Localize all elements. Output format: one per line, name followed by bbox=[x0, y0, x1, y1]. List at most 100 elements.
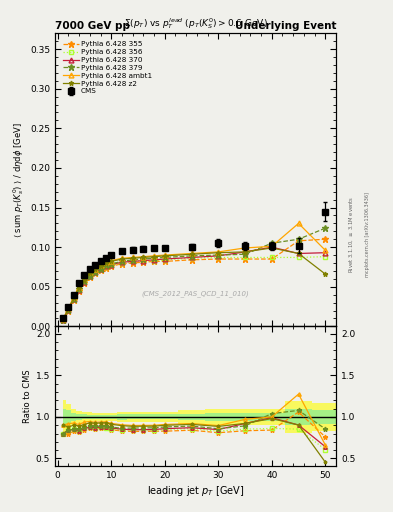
Pythia 6.428 379 bbox=[141, 256, 146, 262]
Pythia 6.428 379 bbox=[82, 278, 87, 284]
Pythia 6.428 ambt1 bbox=[323, 247, 328, 253]
Pythia 6.428 ambt1 bbox=[242, 245, 247, 251]
Pythia 6.428 356 bbox=[61, 317, 65, 323]
Pythia 6.428 355 bbox=[152, 259, 156, 265]
Pythia 6.428 379 bbox=[119, 259, 124, 265]
Pythia 6.428 356 bbox=[189, 255, 194, 261]
Pythia 6.428 355 bbox=[296, 238, 301, 244]
Pythia 6.428 379 bbox=[296, 236, 301, 242]
Pythia 6.428 356 bbox=[93, 269, 97, 275]
Line: Pythia 6.428 ambt1: Pythia 6.428 ambt1 bbox=[61, 221, 328, 322]
Text: Rivet 3.1.10, $\geq$ 3.1M events: Rivet 3.1.10, $\geq$ 3.1M events bbox=[348, 196, 356, 273]
Pythia 6.428 370 bbox=[296, 250, 301, 257]
Pythia 6.428 370 bbox=[109, 262, 114, 268]
Text: Underlying Event: Underlying Event bbox=[235, 20, 336, 31]
Pythia 6.428 379 bbox=[93, 269, 97, 275]
Pythia 6.428 z2 bbox=[98, 263, 103, 269]
Pythia 6.428 370 bbox=[93, 269, 97, 275]
Line: Pythia 6.428 356: Pythia 6.428 356 bbox=[61, 254, 328, 323]
Pythia 6.428 355 bbox=[323, 236, 328, 242]
Pythia 6.428 z2 bbox=[103, 260, 108, 266]
Pythia 6.428 355 bbox=[61, 317, 65, 323]
Pythia 6.428 379 bbox=[72, 296, 76, 303]
Pythia 6.428 ambt1 bbox=[61, 316, 65, 322]
Pythia 6.428 ambt1 bbox=[119, 255, 124, 261]
Pythia 6.428 370 bbox=[77, 287, 81, 293]
Pythia 6.428 379 bbox=[77, 286, 81, 292]
Pythia 6.428 379 bbox=[323, 225, 328, 231]
Pythia 6.428 355 bbox=[82, 280, 87, 286]
Pythia 6.428 355 bbox=[141, 259, 146, 265]
Pythia 6.428 z2 bbox=[141, 254, 146, 261]
Line: Pythia 6.428 z2: Pythia 6.428 z2 bbox=[61, 246, 328, 322]
Pythia 6.428 379 bbox=[152, 255, 156, 261]
Pythia 6.428 379 bbox=[109, 261, 114, 267]
Pythia 6.428 z2 bbox=[61, 316, 65, 322]
Line: Pythia 6.428 379: Pythia 6.428 379 bbox=[60, 225, 329, 323]
Y-axis label: Ratio to CMS: Ratio to CMS bbox=[23, 369, 31, 423]
Text: mcplots.cern.ch [arXiv:1306.3436]: mcplots.cern.ch [arXiv:1306.3436] bbox=[365, 192, 370, 276]
Pythia 6.428 z2 bbox=[270, 245, 274, 251]
Pythia 6.428 379 bbox=[270, 240, 274, 246]
Pythia 6.428 370 bbox=[82, 279, 87, 285]
Pythia 6.428 356 bbox=[270, 254, 274, 261]
Pythia 6.428 ambt1 bbox=[130, 254, 135, 261]
Pythia 6.428 z2 bbox=[323, 271, 328, 277]
Pythia 6.428 370 bbox=[130, 259, 135, 265]
Pythia 6.428 ambt1 bbox=[98, 262, 103, 268]
Pythia 6.428 z2 bbox=[130, 255, 135, 261]
Pythia 6.428 ambt1 bbox=[296, 220, 301, 226]
Pythia 6.428 356 bbox=[130, 259, 135, 265]
Pythia 6.428 355 bbox=[109, 263, 114, 269]
Pythia 6.428 356 bbox=[162, 257, 167, 263]
Pythia 6.428 370 bbox=[98, 266, 103, 272]
Pythia 6.428 355 bbox=[103, 265, 108, 271]
Pythia 6.428 370 bbox=[242, 249, 247, 255]
Pythia 6.428 355 bbox=[88, 274, 92, 281]
Pythia 6.428 z2 bbox=[88, 270, 92, 276]
Pythia 6.428 ambt1 bbox=[88, 269, 92, 275]
Pythia 6.428 z2 bbox=[152, 253, 156, 260]
Pythia 6.428 370 bbox=[152, 257, 156, 263]
Pythia 6.428 z2 bbox=[162, 253, 167, 259]
Pythia 6.428 z2 bbox=[93, 266, 97, 272]
Y-axis label: $\langle$ sum $p_T(K_s^0)$ $\rangle$ / d$\eta$d$\phi$ [GeV]: $\langle$ sum $p_T(K_s^0)$ $\rangle$ / d… bbox=[11, 122, 26, 238]
Pythia 6.428 355 bbox=[242, 256, 247, 262]
Pythia 6.428 379 bbox=[103, 262, 108, 268]
Pythia 6.428 ambt1 bbox=[109, 258, 114, 264]
Pythia 6.428 356 bbox=[119, 260, 124, 266]
Pythia 6.428 356 bbox=[72, 296, 76, 303]
Pythia 6.428 356 bbox=[216, 254, 220, 261]
Pythia 6.428 379 bbox=[242, 251, 247, 258]
Pythia 6.428 356 bbox=[66, 307, 71, 313]
Pythia 6.428 355 bbox=[216, 256, 220, 262]
Pythia 6.428 z2 bbox=[72, 295, 76, 301]
Pythia 6.428 z2 bbox=[189, 251, 194, 258]
Pythia 6.428 z2 bbox=[66, 306, 71, 312]
Pythia 6.428 356 bbox=[77, 287, 81, 293]
Pythia 6.428 ambt1 bbox=[152, 253, 156, 259]
Text: (CMS_2012_PAS_QCD_11_010): (CMS_2012_PAS_QCD_11_010) bbox=[141, 290, 250, 297]
Pythia 6.428 379 bbox=[130, 257, 135, 263]
Text: 7000 GeV pp: 7000 GeV pp bbox=[55, 20, 130, 31]
Pythia 6.428 ambt1 bbox=[77, 284, 81, 290]
Pythia 6.428 355 bbox=[189, 257, 194, 263]
Pythia 6.428 379 bbox=[61, 317, 65, 323]
Pythia 6.428 ambt1 bbox=[93, 265, 97, 271]
Pythia 6.428 z2 bbox=[109, 259, 114, 265]
Pythia 6.428 ambt1 bbox=[82, 275, 87, 281]
Text: $\Sigma(p_T)$ vs $p_T^{lead}$ $(p_T(K_S^0) > 0.6$ GeV$)$: $\Sigma(p_T)$ vs $p_T^{lead}$ $(p_T(K_S^… bbox=[124, 16, 267, 31]
Pythia 6.428 379 bbox=[98, 265, 103, 271]
Pythia 6.428 ambt1 bbox=[72, 294, 76, 300]
Pythia 6.428 355 bbox=[77, 288, 81, 294]
Pythia 6.428 356 bbox=[296, 254, 301, 261]
Pythia 6.428 355 bbox=[270, 256, 274, 262]
Pythia 6.428 ambt1 bbox=[162, 252, 167, 258]
Pythia 6.428 356 bbox=[103, 264, 108, 270]
Pythia 6.428 370 bbox=[189, 254, 194, 261]
Pythia 6.428 370 bbox=[162, 256, 167, 262]
Pythia 6.428 z2 bbox=[77, 285, 81, 291]
Pythia 6.428 370 bbox=[66, 307, 71, 313]
Pythia 6.428 ambt1 bbox=[66, 305, 71, 311]
Pythia 6.428 370 bbox=[323, 250, 328, 256]
